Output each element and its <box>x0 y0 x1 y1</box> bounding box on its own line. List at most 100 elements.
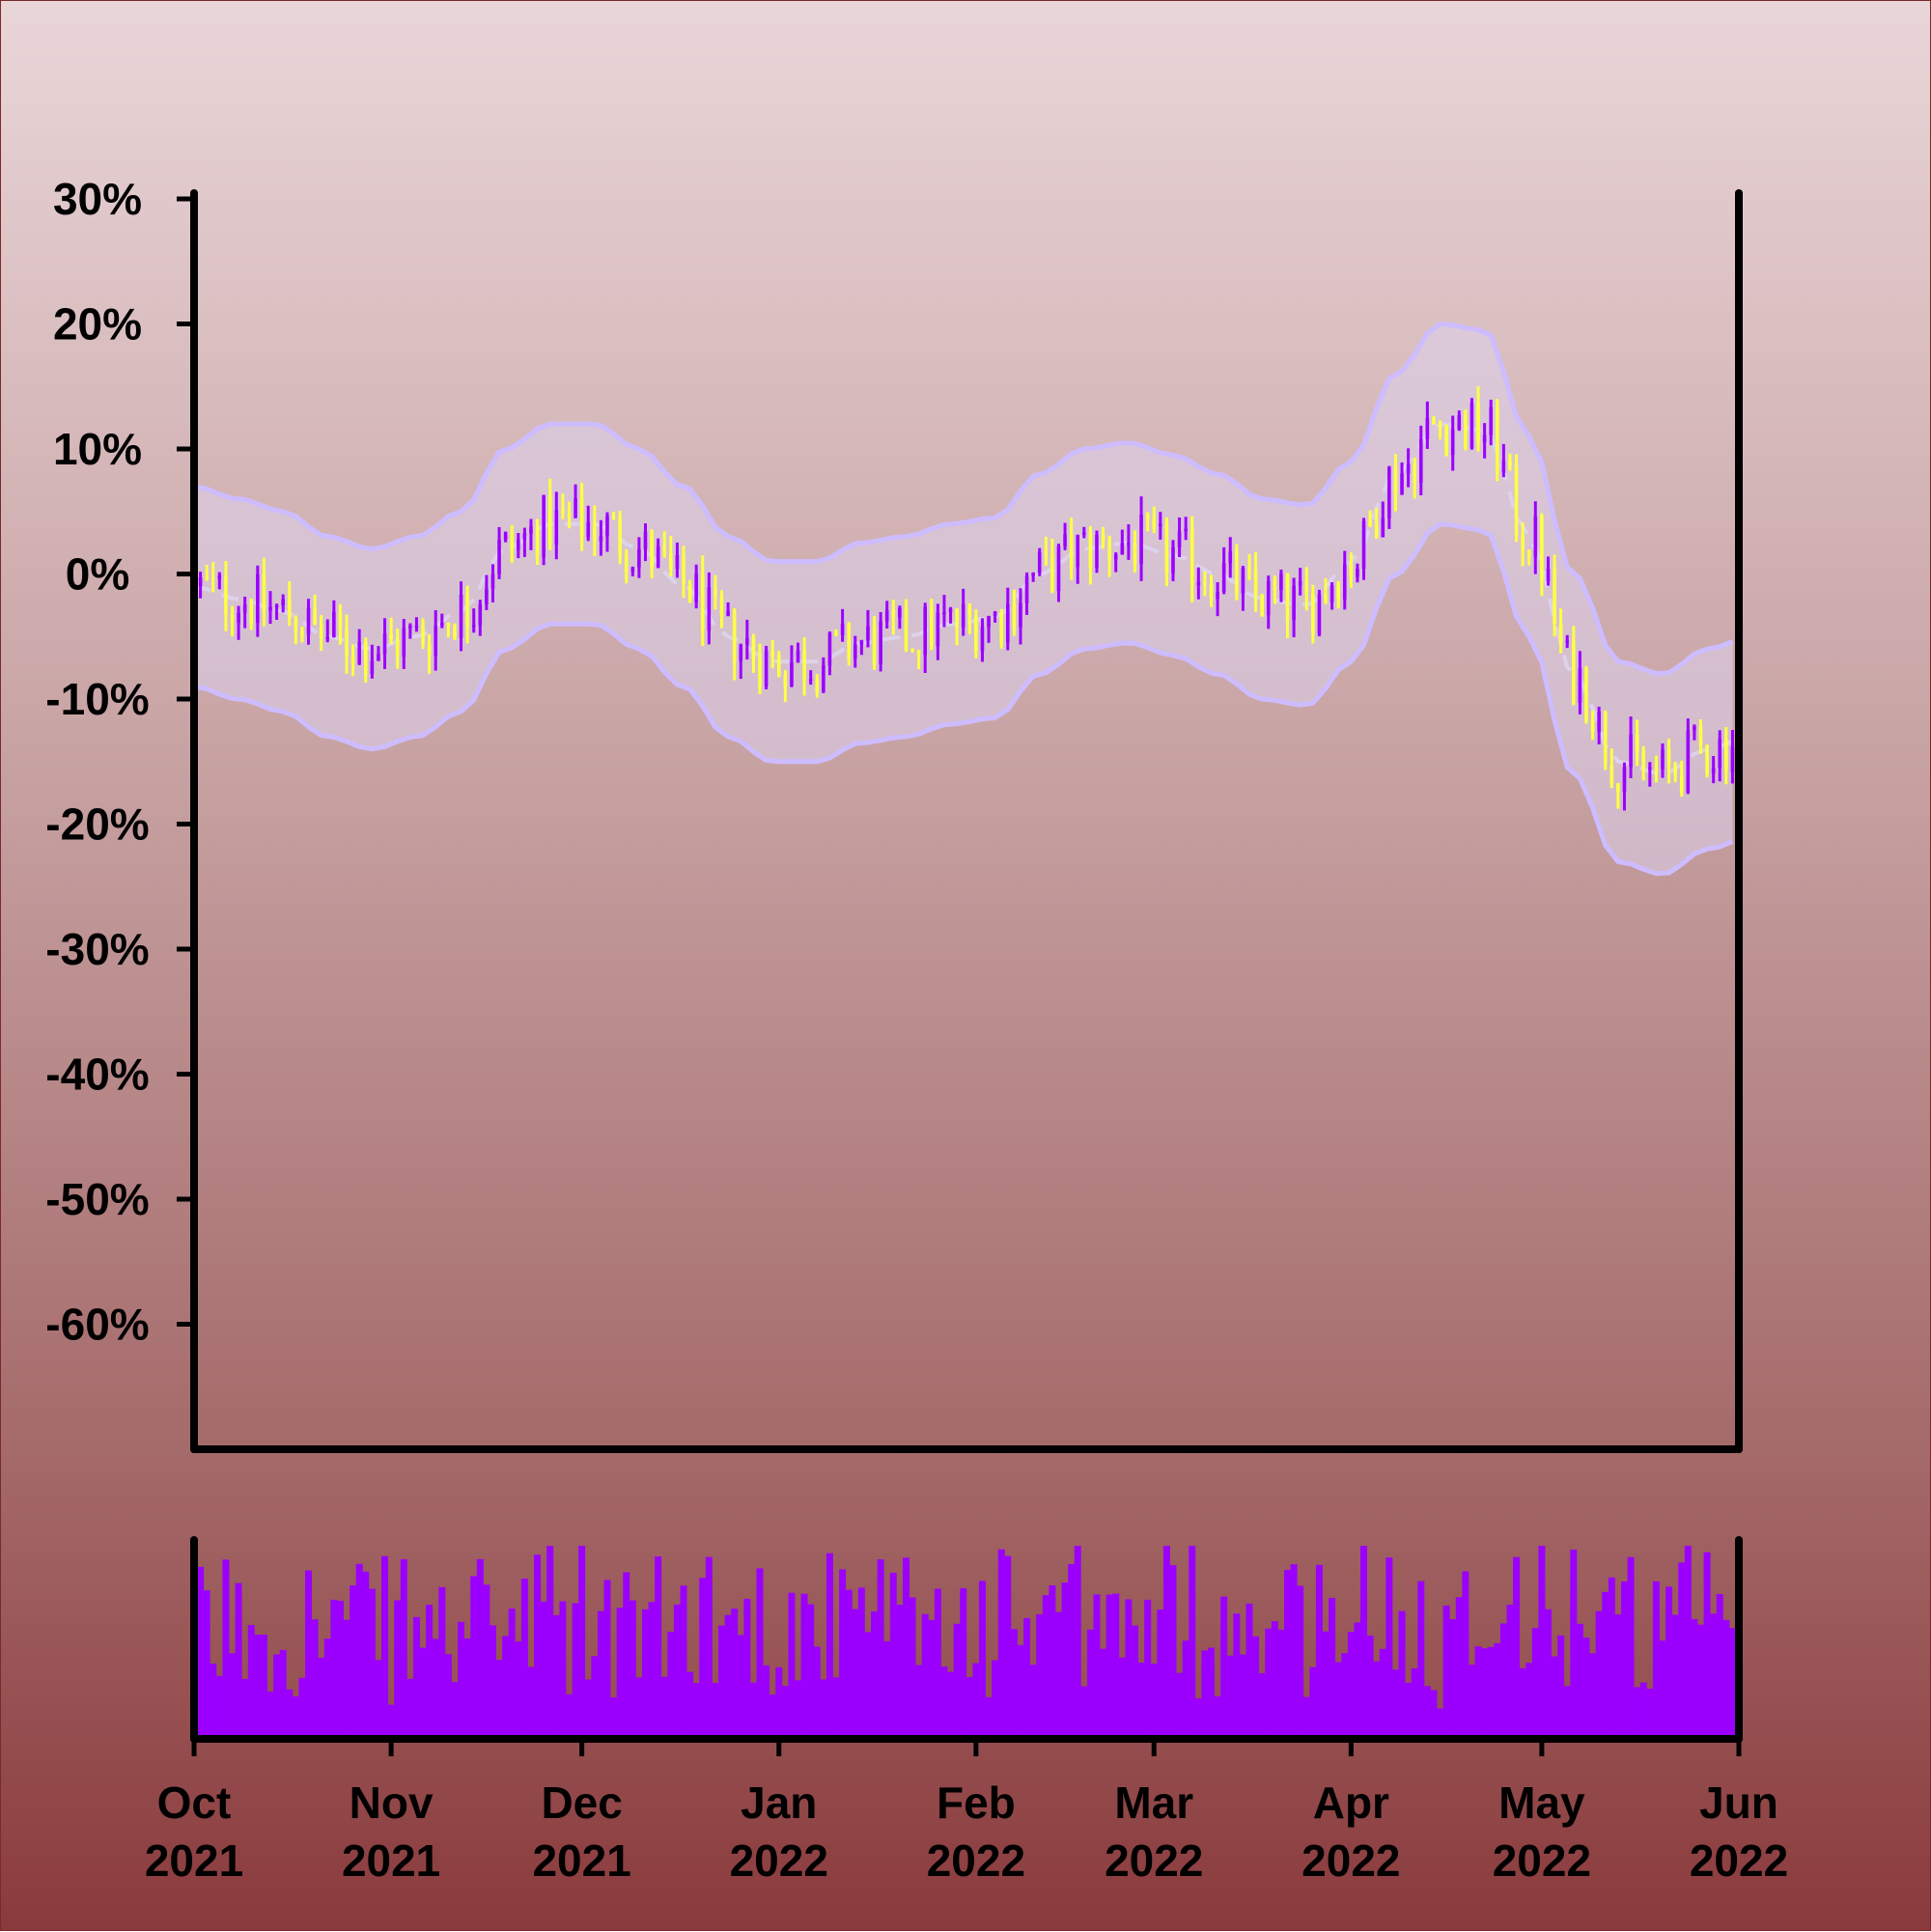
volume-bar <box>1449 1619 1457 1739</box>
volume-bar <box>565 1694 573 1739</box>
candle-body <box>1648 767 1652 770</box>
candle-body <box>1095 534 1099 568</box>
volume-bar <box>997 1549 1005 1739</box>
volume-bar <box>1004 1555 1012 1739</box>
volume-bar <box>1029 1665 1037 1739</box>
candle-body <box>1686 730 1691 794</box>
candle-body <box>1253 570 1258 596</box>
candle-body <box>726 610 730 616</box>
candle-body <box>1406 463 1411 474</box>
y-tick-label: 10% <box>53 424 142 474</box>
candle-body <box>414 625 419 628</box>
y-tick-label: -10% <box>45 674 149 724</box>
candle-body <box>1241 568 1245 594</box>
candle-body <box>1629 734 1633 768</box>
volume-bar <box>343 1619 350 1739</box>
volume-bar <box>438 1586 446 1739</box>
candle-body <box>529 526 533 534</box>
candle-body <box>891 609 896 618</box>
x-tick-month: Nov <box>350 1778 434 1828</box>
volume-bar <box>1684 1546 1692 1739</box>
volume-bar <box>381 1555 389 1739</box>
y-tick-label: -50% <box>45 1174 149 1224</box>
candle-body <box>389 633 393 639</box>
candle-body <box>1311 594 1315 634</box>
candle-body <box>1044 552 1049 555</box>
candle-body <box>1056 546 1061 592</box>
volume-bar <box>1442 1605 1450 1739</box>
band-upper-line <box>193 321 1734 677</box>
candle-body <box>497 540 501 574</box>
candle-body <box>434 626 438 657</box>
volume-bar <box>1608 1577 1615 1739</box>
candle-body <box>827 632 832 666</box>
candle-body <box>1413 463 1416 483</box>
candle-body <box>561 510 565 514</box>
x-tick-month: Mar <box>1114 1778 1193 1828</box>
volume-bar <box>756 1568 764 1739</box>
volume-bar <box>1519 1667 1526 1739</box>
candle-body <box>1324 594 1328 602</box>
candle-body <box>884 609 889 622</box>
volume-bar <box>444 1654 452 1739</box>
candle-body <box>1159 523 1162 527</box>
volume-bar <box>1302 1696 1310 1739</box>
candle-body <box>980 627 985 652</box>
volume-bar <box>1398 1610 1406 1739</box>
volume-bar <box>902 1557 910 1739</box>
candle-body <box>993 611 997 616</box>
candle-body <box>1489 406 1494 435</box>
candle-body <box>739 644 743 662</box>
volume-bar <box>940 1666 948 1739</box>
candle-body <box>1425 418 1430 439</box>
candle-body <box>1374 524 1379 538</box>
volume-bar <box>197 1566 205 1739</box>
candle-body <box>554 510 559 545</box>
candle-body <box>1221 563 1226 593</box>
volume-bar <box>559 1601 567 1739</box>
candle-body <box>1553 568 1556 624</box>
volume-bar <box>832 1677 840 1739</box>
volume-bar <box>1710 1613 1718 1739</box>
volume-bar <box>795 1680 802 1739</box>
candle-body <box>249 604 254 623</box>
volume-bar <box>737 1635 744 1739</box>
volume-bar <box>781 1686 789 1739</box>
volume-bar <box>451 1682 459 1739</box>
volume-bar <box>743 1598 751 1739</box>
volume-bar <box>1036 1613 1044 1739</box>
candle-body <box>1673 765 1677 775</box>
candle-body <box>274 604 279 607</box>
volume-bar <box>1360 1546 1368 1739</box>
candle-body <box>478 603 483 626</box>
candle-body <box>1317 594 1322 634</box>
volume-bar <box>350 1585 357 1739</box>
volume-bar <box>616 1608 624 1739</box>
candle-body <box>815 679 820 692</box>
volume-bar <box>992 1660 999 1739</box>
candle-body <box>1444 425 1448 456</box>
volume-bar <box>1068 1564 1076 1739</box>
volume-bar <box>1182 1640 1189 1739</box>
volume-bar <box>520 1579 528 1739</box>
volume-bar <box>1125 1599 1133 1739</box>
candle-body <box>1603 712 1608 766</box>
candle-body <box>1418 438 1423 483</box>
candle-body <box>732 610 737 662</box>
candle-body <box>1450 429 1455 456</box>
x-tick-month: Apr <box>1313 1778 1389 1828</box>
candle-body <box>669 553 673 570</box>
candle-body <box>1381 518 1385 538</box>
volume-bar <box>1582 1638 1590 1739</box>
candle-body <box>682 555 686 585</box>
candle-body <box>357 642 361 664</box>
candle-body <box>1120 543 1125 555</box>
volume-bar <box>1010 1629 1018 1739</box>
candle-body <box>1088 532 1093 568</box>
candle-body <box>1711 768 1716 773</box>
volume-bar <box>1131 1625 1138 1739</box>
candle-body <box>650 531 654 568</box>
volume-bar <box>591 1656 599 1739</box>
candle-body <box>700 574 705 631</box>
candle-body <box>1616 783 1620 793</box>
